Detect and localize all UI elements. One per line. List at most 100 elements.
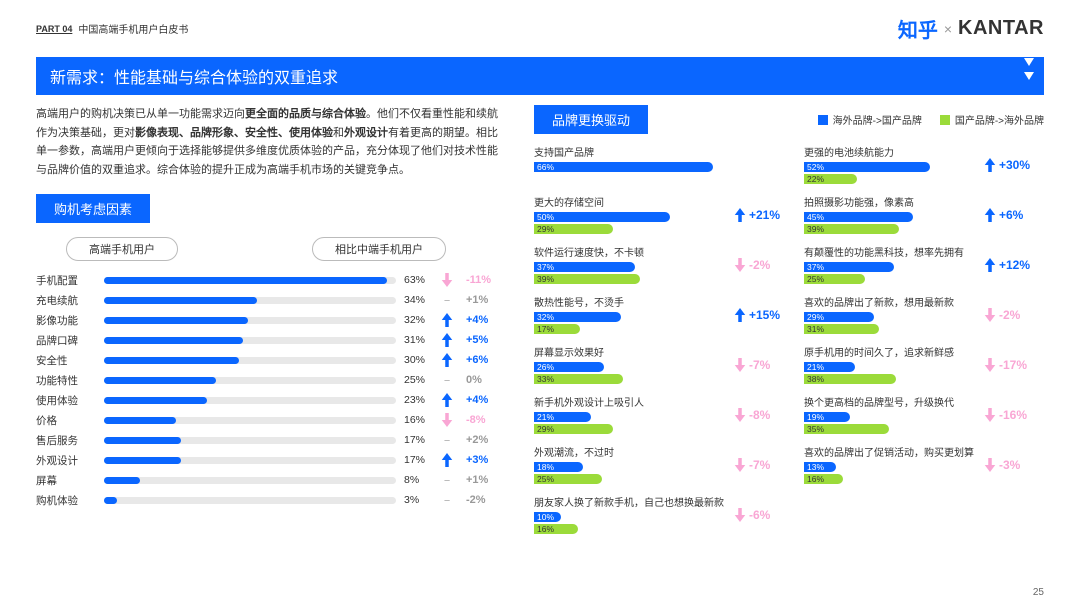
- book-title: 中国高端手机用户白皮书: [78, 21, 188, 36]
- page-number: 25: [1033, 587, 1044, 598]
- pill-row: 高端手机用户 相比中端手机用户: [66, 237, 446, 261]
- drivers-tag: 品牌更换驱动: [534, 105, 648, 134]
- driver-bars: 21%38%: [804, 362, 974, 384]
- factor-pct: 17%: [402, 454, 434, 466]
- factor-row: 品牌口碑 31% +5%: [36, 333, 506, 348]
- factor-delta: +1%: [466, 294, 506, 306]
- driver-title: 散热性能号，不烫手: [534, 294, 724, 309]
- driver-delta: +30%: [984, 144, 1044, 186]
- factor-row: 屏幕 8% – +1%: [36, 473, 506, 488]
- factor-label: 售后服务: [36, 433, 98, 448]
- header-right: 知乎 × KANTAR: [898, 14, 1044, 43]
- arrow-icon: [440, 273, 454, 287]
- arrow-icon: [984, 208, 996, 222]
- factor-pct: 16%: [402, 414, 434, 426]
- factor-delta: +4%: [466, 314, 506, 326]
- arrow-icon: [984, 308, 996, 322]
- factor-bar: [104, 277, 396, 284]
- arrow-icon: –: [440, 373, 454, 387]
- arrow-icon: [734, 408, 746, 422]
- driver-delta: -16%: [984, 394, 1044, 436]
- kantar-logo: KANTAR: [958, 17, 1044, 40]
- pill-premium: 高端手机用户: [66, 237, 178, 261]
- legend: 海外品牌->国产品牌 国产品牌->海外品牌: [818, 112, 1044, 127]
- factor-pct: 34%: [402, 294, 434, 306]
- driver-bars: 26%33%: [534, 362, 724, 384]
- driver-bars: 37%25%: [804, 262, 974, 284]
- factor-pct: 32%: [402, 314, 434, 326]
- driver-title: 朋友家人换了新款手机，自己也想换最新款: [534, 494, 724, 509]
- factor-row: 手机配置 63% -11%: [36, 273, 506, 288]
- right-column: 品牌更换驱动 海外品牌->国产品牌 国产品牌->海外品牌 支持国产品牌 66% …: [534, 105, 1044, 536]
- driver-delta: -2%: [984, 294, 1044, 336]
- arrow-icon: [734, 308, 746, 322]
- factor-pct: 17%: [402, 434, 434, 446]
- section-title-bar: 新需求：性能基础与综合体验的双重追求: [36, 57, 1044, 95]
- arrow-icon: –: [440, 293, 454, 307]
- factor-delta: +5%: [466, 334, 506, 346]
- factor-pct: 23%: [402, 394, 434, 406]
- arrow-icon: [984, 158, 996, 172]
- arrow-icon: [440, 333, 454, 347]
- arrow-icon: [984, 458, 996, 472]
- driver-title: 原手机用的时间久了，追求新鲜感: [804, 344, 974, 359]
- left-column: 高端用户的购机决策已从单一功能需求迈向更全面的品质与综合体验。他们不仅看重性能和…: [36, 105, 506, 536]
- factor-label: 影像功能: [36, 313, 98, 328]
- section-title: 新需求：性能基础与综合体验的双重追求: [50, 70, 338, 87]
- part-label: PART 04: [36, 24, 72, 34]
- zhihu-logo: 知乎: [898, 14, 938, 43]
- factor-bar: [104, 457, 396, 464]
- right-header: 品牌更换驱动 海外品牌->国产品牌 国产品牌->海外品牌: [534, 105, 1044, 134]
- arrow-icon: [984, 258, 996, 272]
- factor-label: 购机体验: [36, 493, 98, 508]
- page-header: PART 04 中国高端手机用户白皮书 知乎 × KANTAR: [0, 0, 1080, 51]
- factor-label: 使用体验: [36, 393, 98, 408]
- driver-cell: 屏幕显示效果好 26%33%: [534, 344, 724, 386]
- arrow-icon: [440, 313, 454, 327]
- driver-cell: 换个更高档的品牌型号，升级换代 19%35%: [804, 394, 974, 436]
- legend-blue: 海外品牌->国产品牌: [818, 112, 922, 127]
- driver-cell: 朋友家人换了新款手机，自己也想换最新款 10%16%: [534, 494, 724, 536]
- arrow-icon: –: [440, 473, 454, 487]
- driver-cell: 支持国产品牌 66%: [534, 144, 724, 186]
- factor-label: 充电续航: [36, 293, 98, 308]
- driver-delta: -3%: [984, 444, 1044, 486]
- driver-title: 喜欢的品牌出了促销活动，购买更划算: [804, 444, 974, 459]
- driver-cell: 喜欢的品牌出了促销活动，购买更划算 13%16%: [804, 444, 974, 486]
- factor-delta: +4%: [466, 394, 506, 406]
- driver-delta: -8%: [734, 394, 794, 436]
- factor-delta: +2%: [466, 434, 506, 446]
- driver-cell: 拍照摄影功能强，像素高 45%39%: [804, 194, 974, 236]
- driver-delta: +6%: [984, 194, 1044, 236]
- driver-delta: -17%: [984, 344, 1044, 386]
- header-left: PART 04 中国高端手机用户白皮书: [36, 21, 188, 36]
- factor-label: 外观设计: [36, 453, 98, 468]
- factor-row: 售后服务 17% – +2%: [36, 433, 506, 448]
- factor-delta: -8%: [466, 414, 506, 426]
- factor-delta: +1%: [466, 474, 506, 486]
- driver-bars: 18%25%: [534, 462, 724, 484]
- driver-bars: 19%35%: [804, 412, 974, 434]
- factor-pct: 8%: [402, 474, 434, 486]
- factors-tag: 购机考虑因素: [36, 194, 150, 223]
- factors-chart: 手机配置 63% -11% 充电续航 34% – +1% 影像功能 32% +4…: [36, 273, 506, 508]
- factor-row: 购机体验 3% – -2%: [36, 493, 506, 508]
- arrow-icon: [734, 508, 746, 522]
- factor-bar: [104, 437, 396, 444]
- driver-title: 外观潮流，不过时: [534, 444, 724, 459]
- arrow-icon: [440, 353, 454, 367]
- arrow-icon: [440, 393, 454, 407]
- factor-row: 功能特性 25% – 0%: [36, 373, 506, 388]
- factor-bar: [104, 317, 396, 324]
- factor-label: 价格: [36, 413, 98, 428]
- swatch-green: [940, 115, 950, 125]
- driver-bars: 66%: [534, 162, 724, 172]
- factor-delta: -2%: [466, 494, 506, 506]
- driver-title: 新手机外观设计上吸引人: [534, 394, 724, 409]
- driver-title: 喜欢的品牌出了新款，想用最新款: [804, 294, 974, 309]
- factor-delta: 0%: [466, 374, 506, 386]
- factor-row: 使用体验 23% +4%: [36, 393, 506, 408]
- swatch-blue: [818, 115, 828, 125]
- description-text: 高端用户的购机决策已从单一功能需求迈向更全面的品质与综合体验。他们不仅看重性能和…: [36, 105, 506, 180]
- factor-row: 影像功能 32% +4%: [36, 313, 506, 328]
